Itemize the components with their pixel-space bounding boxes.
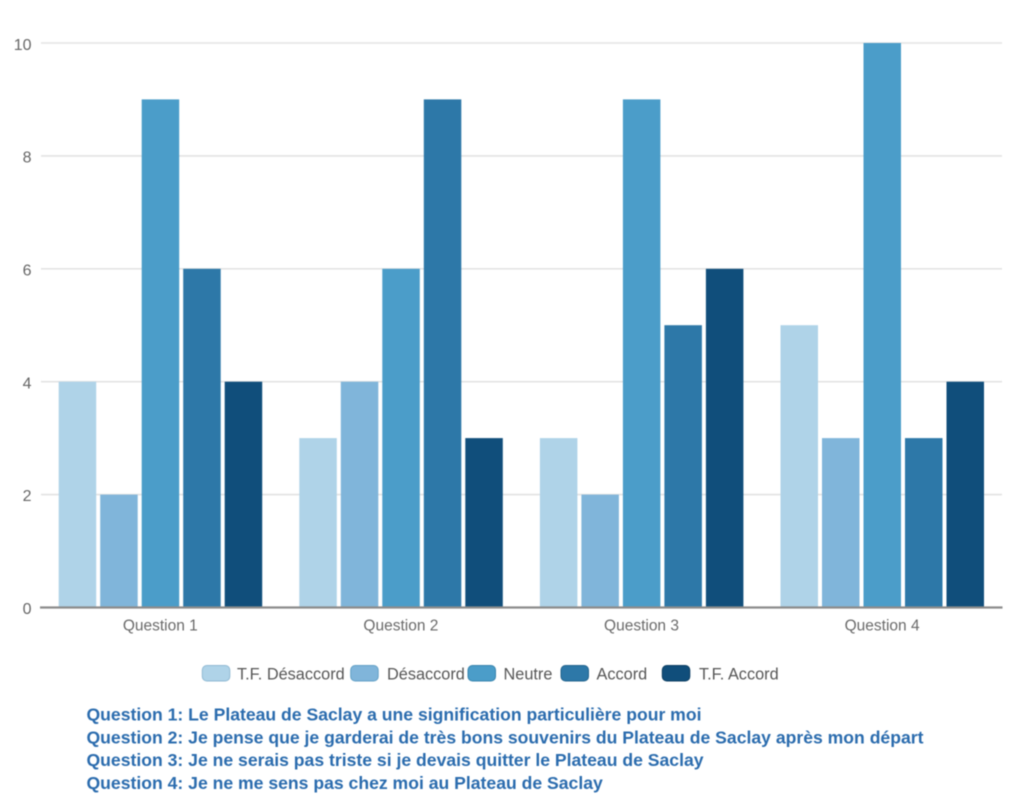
svg-text:Question 2: Question 2 bbox=[363, 618, 438, 635]
svg-text:Question 2: Je pense que je ga: Question 2: Je pense que je garderai de … bbox=[87, 727, 924, 747]
svg-text:8: 8 bbox=[23, 150, 32, 167]
svg-text:Neutre: Neutre bbox=[504, 665, 553, 683]
svg-text:Question 3: Question 3 bbox=[604, 618, 679, 635]
svg-text:Accord: Accord bbox=[597, 665, 648, 683]
svg-text:10: 10 bbox=[14, 37, 32, 54]
svg-text:Désaccord: Désaccord bbox=[387, 665, 465, 683]
svg-text:4: 4 bbox=[23, 375, 32, 392]
svg-text:6: 6 bbox=[23, 262, 32, 279]
svg-text:T.F. Accord: T.F. Accord bbox=[699, 665, 779, 683]
svg-text:Question 1: Le Plateau de Sacl: Question 1: Le Plateau de Saclay a une s… bbox=[87, 705, 702, 725]
svg-text:Question 4: Je ne me sens pas: Question 4: Je ne me sens pas chez moi a… bbox=[87, 773, 604, 793]
svg-text:2: 2 bbox=[23, 488, 32, 505]
svg-text:T.F. Désaccord: T.F. Désaccord bbox=[237, 665, 345, 683]
svg-text:0: 0 bbox=[23, 601, 32, 618]
svg-text:Question 4: Question 4 bbox=[845, 618, 920, 635]
svg-text:Question 1: Question 1 bbox=[123, 618, 198, 635]
svg-text:Question 3: Je ne serais pas t: Question 3: Je ne serais pas triste si j… bbox=[87, 750, 704, 770]
